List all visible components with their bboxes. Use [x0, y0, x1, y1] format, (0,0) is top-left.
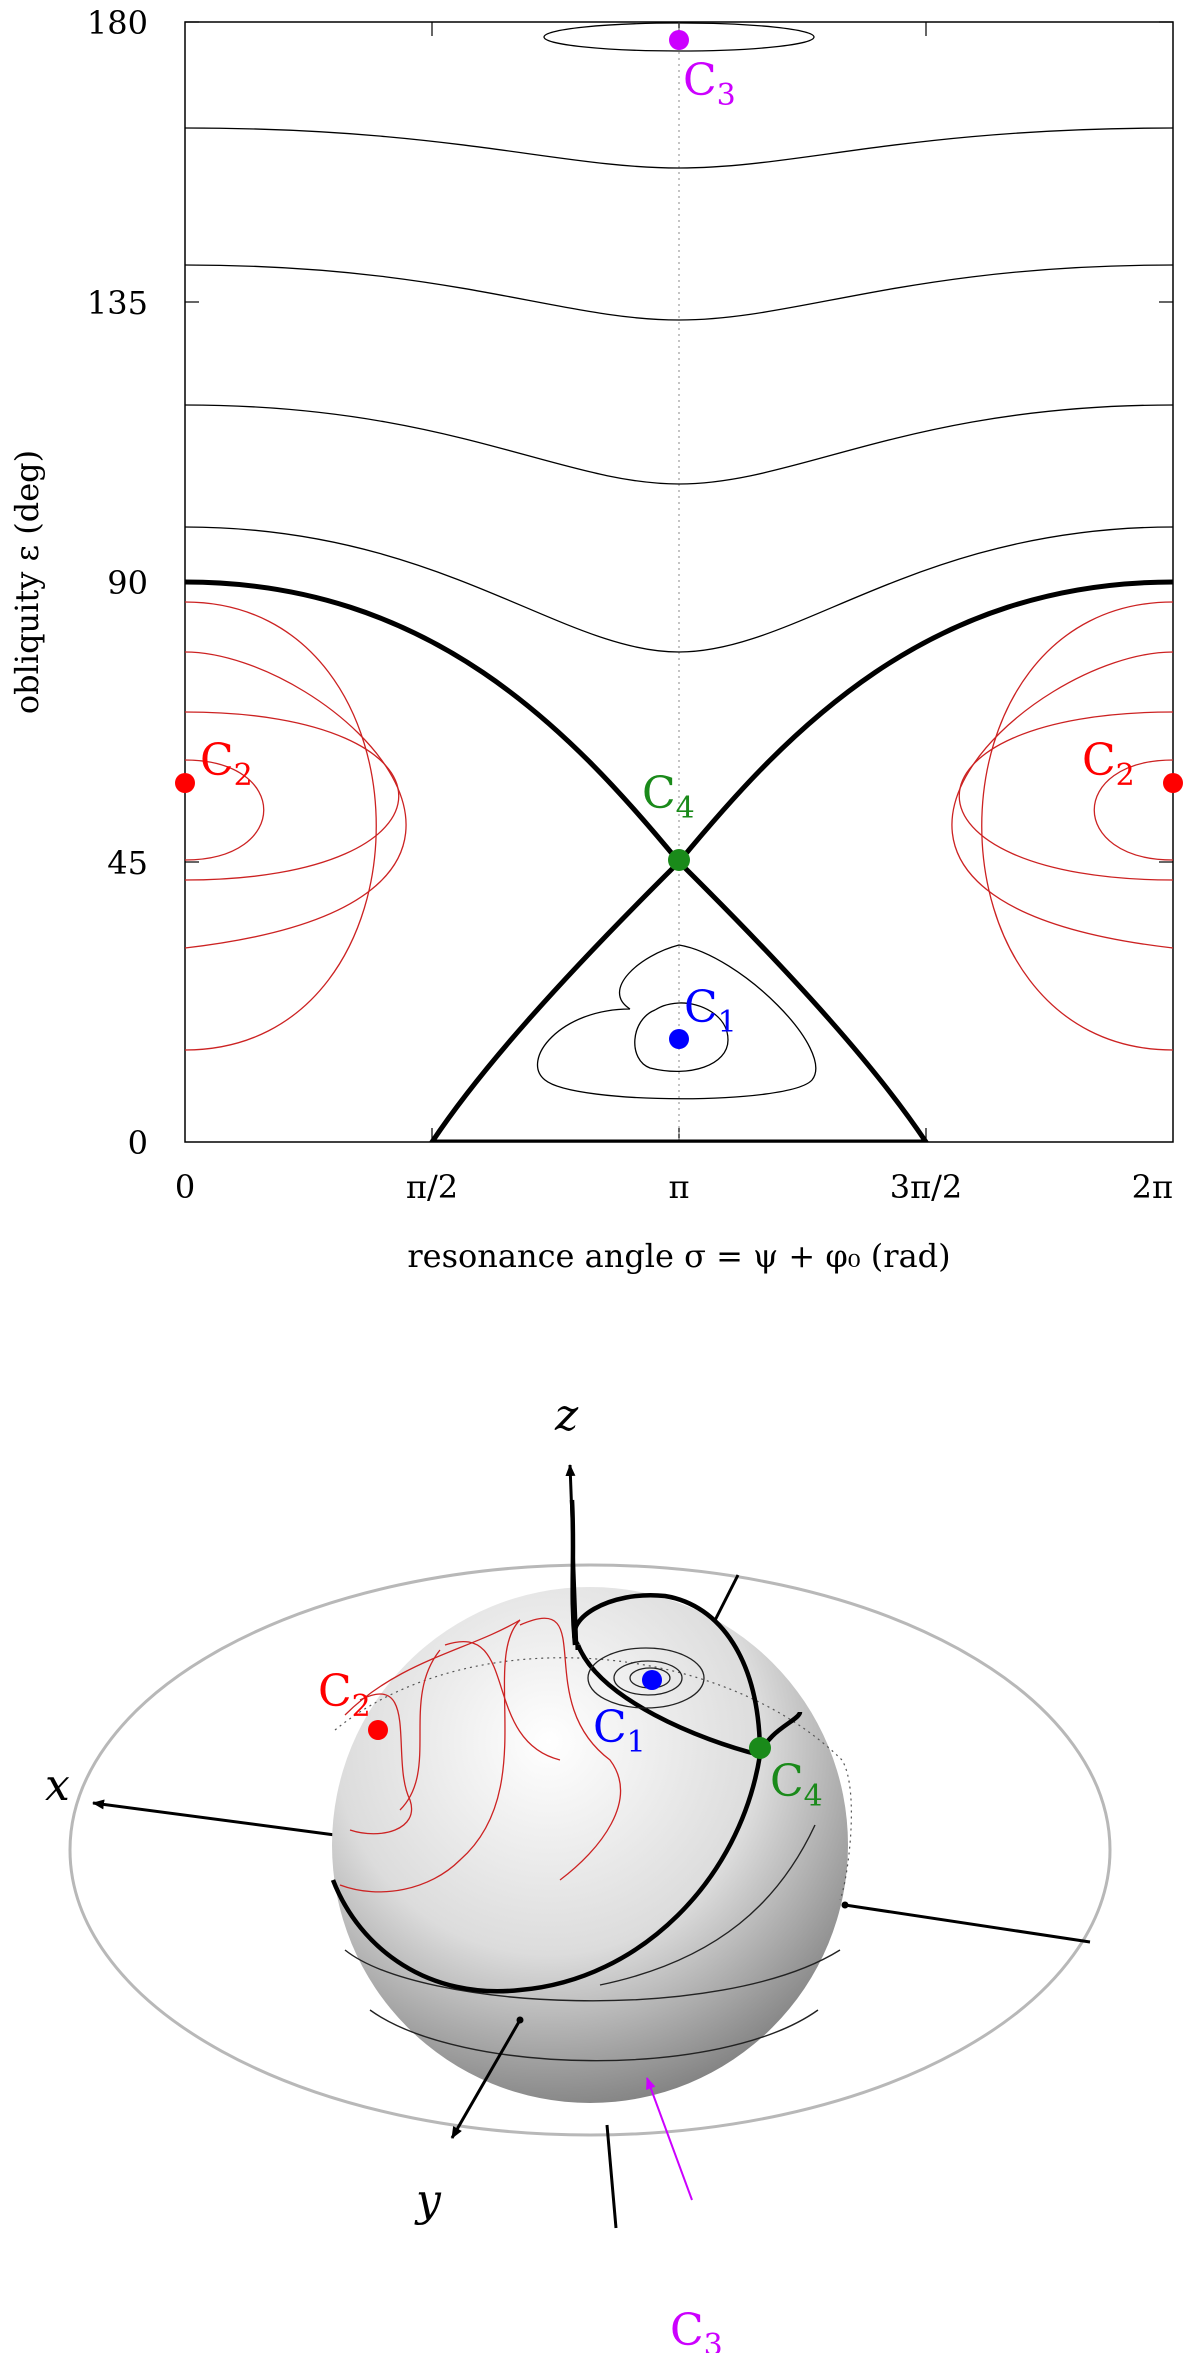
- x-axis-label: resonance angle σ = ψ + φ₀ (rad): [407, 1237, 950, 1275]
- sphere-c4-label: C4: [770, 1756, 823, 1814]
- orbit-ellipse: [68, 1563, 1112, 2137]
- sphere-circulation-curves: [344, 1824, 841, 2062]
- sphere-diagram: C1 C2 C4 C3 z x y: [45, 1390, 1112, 2353]
- c1-point: [669, 1029, 689, 1049]
- c2-right-curves: [951, 601, 1173, 1051]
- y-axis-label: obliquity ε (deg): [8, 450, 46, 714]
- x-tick-2pi: 2π: [1132, 1168, 1173, 1206]
- c1-curves: [536, 944, 817, 1100]
- c1-label: C1: [684, 982, 737, 1040]
- y-tick-0: 0: [128, 1124, 148, 1162]
- fixed-points: [175, 30, 1183, 1049]
- phase-portrait: 180 135 90 45 0 0 π/2 π 3π/2 2π obliquit…: [8, 4, 1183, 1275]
- sphere-c1-label: C1: [593, 1702, 646, 1760]
- sphere-c1-point: [642, 1670, 662, 1690]
- circulation-curves: [185, 127, 1173, 653]
- y-tick-180: 180: [87, 4, 148, 42]
- x-tick-3pi-half: 3π/2: [890, 1168, 963, 1206]
- sphere-c2-point: [368, 1720, 388, 1740]
- c3-point: [669, 30, 689, 50]
- c4-label: C4: [642, 768, 695, 826]
- x-tick-pi: π: [668, 1168, 689, 1206]
- sphere-labels: C1 C2 C4 C3 z x y: [45, 1390, 823, 2353]
- c4-point: [668, 849, 690, 871]
- right-axis-origin-dot: [841, 1901, 849, 1909]
- x-tick-pi-half: π/2: [406, 1168, 458, 1206]
- sphere-c2-label: C2: [318, 1666, 371, 1724]
- sphere: [332, 1587, 848, 2103]
- x-tick-0: 0: [175, 1168, 195, 1206]
- sphere-c3-label: C3: [670, 2305, 723, 2353]
- y-tick-45: 45: [107, 844, 148, 882]
- c2-label-right: C2: [1082, 735, 1135, 793]
- axis-label-y: y: [414, 2175, 442, 2226]
- axis-label-z: z: [554, 1390, 579, 1441]
- axes-front: [450, 1464, 579, 2139]
- c2-point-right: [1163, 773, 1183, 793]
- sphere-red-curves: [339, 1617, 622, 1893]
- y-tick-135: 135: [87, 284, 148, 322]
- y-tick-90: 90: [107, 564, 148, 602]
- c2-point-left: [175, 773, 195, 793]
- c3-label: C3: [683, 55, 736, 113]
- fixed-point-labels: C1 C2 C2 C3 C4: [200, 55, 1135, 1040]
- x-tick-labels: 0 π/2 π 3π/2 2π: [175, 1168, 1173, 1206]
- c3-arrow: [646, 2077, 693, 2201]
- sphere-c4-point: [749, 1737, 771, 1759]
- y-axis-origin-dot: [516, 2016, 524, 2024]
- y-tick-labels: 180 135 90 45 0: [87, 4, 148, 1162]
- c2-left-curves: [185, 601, 407, 1051]
- axis-label-x: x: [45, 1760, 70, 1811]
- c2-label-left: C2: [200, 735, 253, 793]
- c3-loop: [543, 22, 815, 52]
